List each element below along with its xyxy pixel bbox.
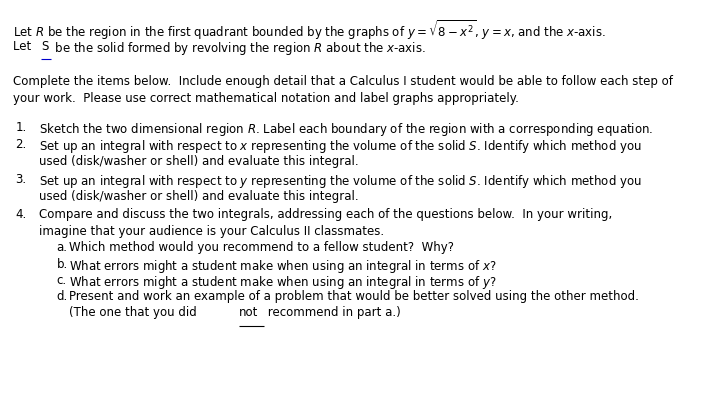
Text: Complete the items below.  Include enough detail that a Calculus I student would: Complete the items below. Include enough… [13,75,673,88]
Text: recommend in part a.): recommend in part a.) [264,306,400,319]
Text: 2.: 2. [16,138,27,151]
Text: Sketch the two dimensional region $R$. Label each boundary of the region with a : Sketch the two dimensional region $R$. L… [39,121,653,138]
Text: 3.: 3. [16,173,27,186]
Text: 4.: 4. [16,208,27,221]
Text: What errors might a student make when using an integral in terms of $y$?: What errors might a student make when us… [69,274,496,291]
Text: used (disk/washer or shell) and evaluate this integral.: used (disk/washer or shell) and evaluate… [39,155,358,168]
Text: Let $R$ be the region in the first quadrant bounded by the graphs of $y = \sqrt{: Let $R$ be the region in the first quadr… [13,19,606,42]
Text: d.: d. [56,290,68,303]
Text: (The one that you did: (The one that you did [69,306,201,319]
Text: Compare and discuss the two integrals, addressing each of the questions below.  : Compare and discuss the two integrals, a… [39,208,612,221]
Text: Set up an integral with respect to $y$ representing the volume of the solid $S$.: Set up an integral with respect to $y$ r… [39,173,642,190]
Text: Present and work an example of a problem that would be better solved using the o: Present and work an example of a problem… [69,290,639,303]
Text: used (disk/washer or shell) and evaluate this integral.: used (disk/washer or shell) and evaluate… [39,190,358,203]
Text: Set up an integral with respect to $x$ representing the volume of the solid $S$.: Set up an integral with respect to $x$ r… [39,138,642,155]
Text: not: not [239,306,258,319]
Text: be the solid formed by revolving the region $R$ about the $x$-axis.: be the solid formed by revolving the reg… [51,40,425,57]
Text: your work.  Please use correct mathematical notation and label graphs appropriat: your work. Please use correct mathematic… [13,92,519,105]
Text: a.: a. [56,241,68,254]
Text: Let: Let [13,40,35,52]
Text: Which method would you recommend to a fellow student?  Why?: Which method would you recommend to a fe… [69,241,454,254]
Text: imagine that your audience is your Calculus II classmates.: imagine that your audience is your Calcu… [39,225,384,238]
Text: What errors might a student make when using an integral in terms of $x$?: What errors might a student make when us… [69,258,496,275]
Text: c.: c. [56,274,66,287]
Text: 1.: 1. [16,121,27,134]
Text: S: S [41,40,49,52]
Text: b.: b. [56,258,68,270]
